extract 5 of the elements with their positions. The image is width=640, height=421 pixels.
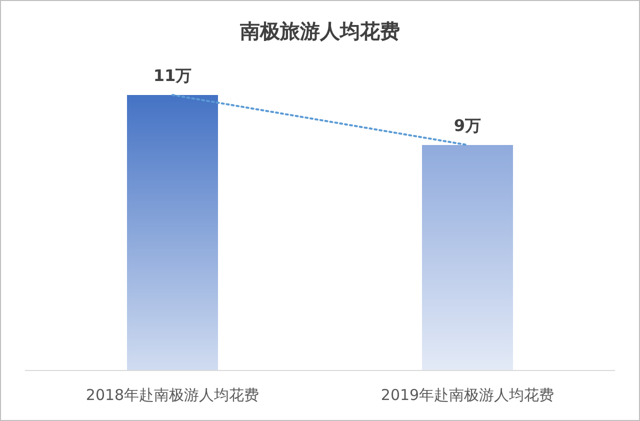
data-label: 11万 (153, 66, 192, 85)
chart-title: 南极旅游人均花费 (239, 19, 400, 43)
x-tick-label: 2019年赴南极游人均花费 (380, 386, 554, 404)
x-tick-label: 2018年赴南极游人均花费 (86, 386, 260, 404)
data-label: 9万 (454, 116, 482, 135)
